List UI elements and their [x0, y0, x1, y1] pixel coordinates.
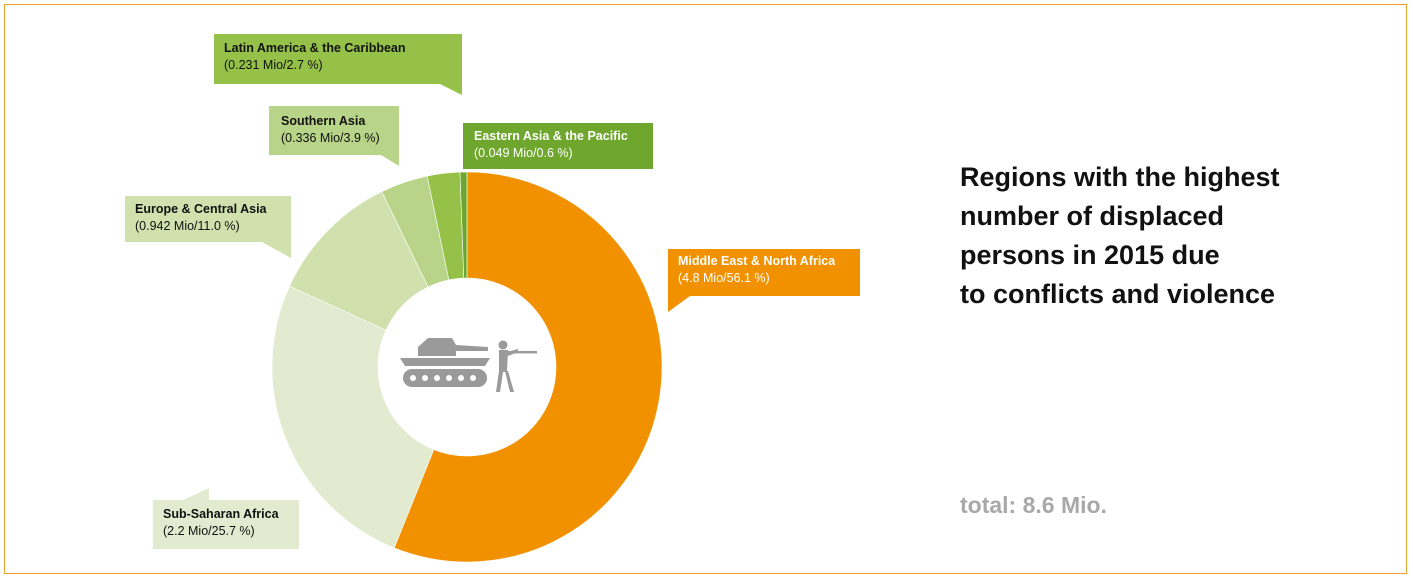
callout-pointer	[183, 488, 209, 500]
donut-slice-eastern-asia-the-pacific	[459, 171, 468, 279]
heading-line: to conflicts and violence	[960, 279, 1276, 309]
total-label: total: 8.6 Mio.	[960, 492, 1107, 518]
callout-middle-east-north-africa: Middle East & North Africa (4.8 Mio/56.1…	[668, 249, 860, 296]
callout-value: (0.049 Mio/0.6 %)	[474, 146, 573, 160]
heading-line: Regions with the highest	[960, 162, 1280, 192]
chart-frame	[4, 4, 1407, 574]
callout-label: Europe & Central Asia	[135, 202, 267, 216]
callout-pointer	[262, 242, 291, 258]
callout-label: Latin America & the Caribbean	[224, 41, 406, 55]
donut-slice-sub-saharan-africa	[271, 285, 435, 549]
chart-heading: Regions with the highest number of displ…	[960, 158, 1380, 314]
callout-sub-saharan-africa: Sub-Saharan Africa (2.2 Mio/25.7 %)	[153, 500, 299, 549]
callout-pointer	[440, 84, 462, 95]
callout-label: Middle East & North Africa	[678, 254, 836, 268]
callout-value: (4.8 Mio/56.1 %)	[678, 271, 770, 285]
callout-label: Sub-Saharan Africa	[163, 507, 279, 521]
callout-value: (2.2 Mio/25.7 %)	[163, 524, 255, 538]
callout-southern-asia: Southern Asia (0.336 Mio/3.9 %)	[269, 106, 399, 155]
heading-line: number of displaced	[960, 201, 1225, 231]
callout-pointer	[668, 296, 690, 312]
callout-value: (0.942 Mio/11.0 %)	[135, 219, 240, 233]
donut-hole	[379, 279, 555, 455]
donut-slice-middle-east-north-africa	[393, 171, 663, 563]
callout-pointer	[381, 155, 399, 166]
tank-and-soldier-icon	[400, 338, 537, 392]
callout-value: (0.231 Mio/2.7 %)	[224, 58, 323, 72]
callout-label: Eastern Asia & the Pacific	[474, 129, 628, 143]
callout-eastern-asia-pacific: Eastern Asia & the Pacific (0.049 Mio/0.…	[463, 123, 653, 169]
donut-slices	[271, 171, 663, 563]
callout-latin-america-caribbean: Latin America & the Caribbean (0.231 Mio…	[214, 34, 462, 84]
callout-value: (0.336 Mio/3.9 %)	[281, 131, 380, 145]
heading-line: persons in 2015 due	[960, 240, 1220, 270]
callout-label: Southern Asia	[281, 114, 366, 128]
callout-europe-central-asia: Europe & Central Asia (0.942 Mio/11.0 %)	[125, 196, 291, 242]
